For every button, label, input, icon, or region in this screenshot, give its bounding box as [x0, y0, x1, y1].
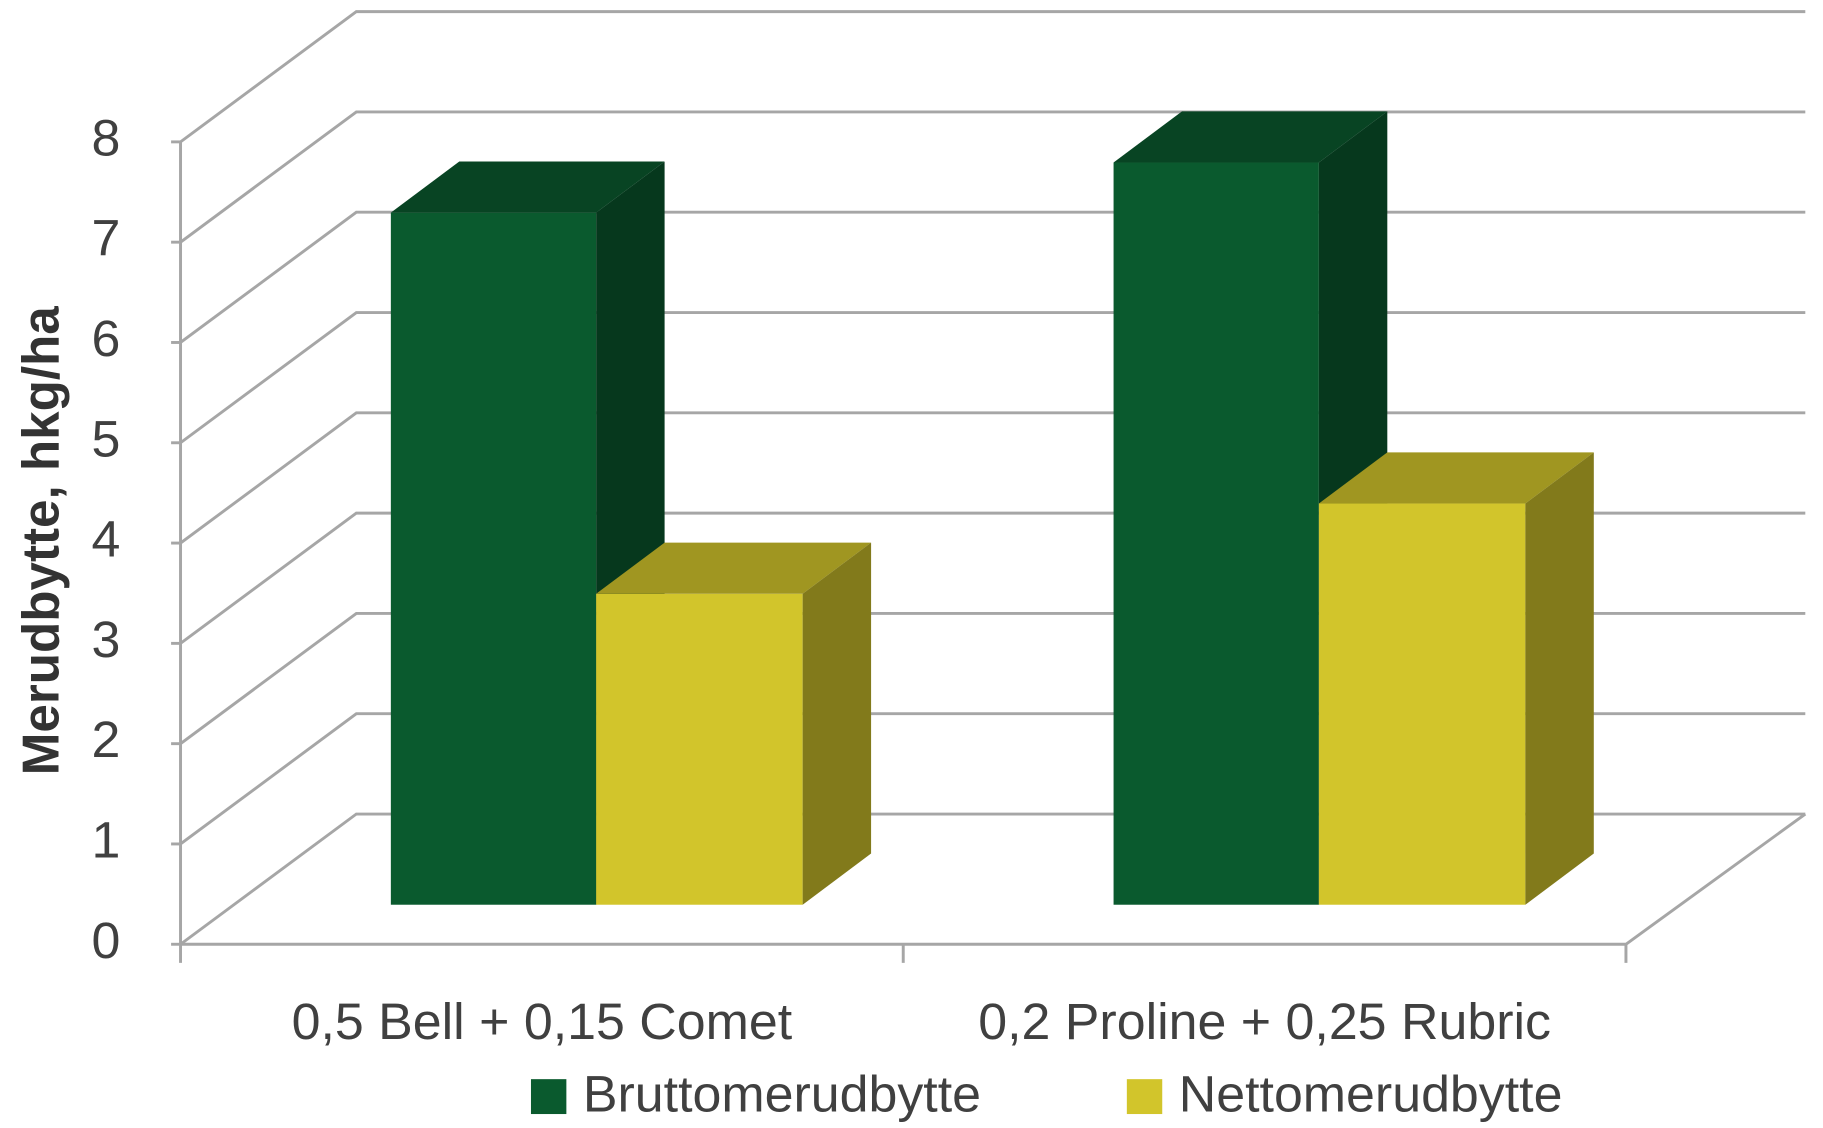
bar-side — [802, 542, 872, 905]
bar-top — [390, 161, 665, 213]
bar — [390, 212, 597, 905]
bar — [596, 593, 803, 905]
y-tick-label: 8 — [91, 109, 120, 167]
legend-swatch — [1126, 1079, 1163, 1115]
x-tick-label: 0,2 Proline + 0,25 Rubric — [978, 993, 1551, 1051]
bar-top — [1318, 452, 1594, 504]
x-tick-label: 0,5 Bell + 0,15 Comet — [292, 993, 793, 1051]
legend-swatch — [530, 1079, 567, 1115]
y-tick-label: 2 — [91, 711, 120, 769]
y-tick-label: 6 — [91, 309, 120, 367]
grid-line — [179, 10, 1806, 144]
y-tick-label: 3 — [91, 610, 120, 668]
y-tick-label: 5 — [91, 410, 120, 468]
bar-top — [1113, 111, 1388, 163]
y-tick-label: 0 — [91, 911, 120, 969]
legend-label: Nettomerudbytte — [1179, 1065, 1563, 1123]
bar — [1113, 162, 1319, 905]
y-tick-label: 1 — [91, 811, 120, 869]
y-tick-label: 7 — [91, 209, 120, 267]
bar-side — [1525, 452, 1594, 905]
bar — [1318, 503, 1526, 905]
y-tick-label: 4 — [91, 510, 120, 568]
bar-top — [596, 542, 872, 594]
y-axis-label: Merudbytte, hkg/ha — [11, 306, 69, 775]
legend-label: Bruttomerudbytte — [583, 1065, 981, 1123]
